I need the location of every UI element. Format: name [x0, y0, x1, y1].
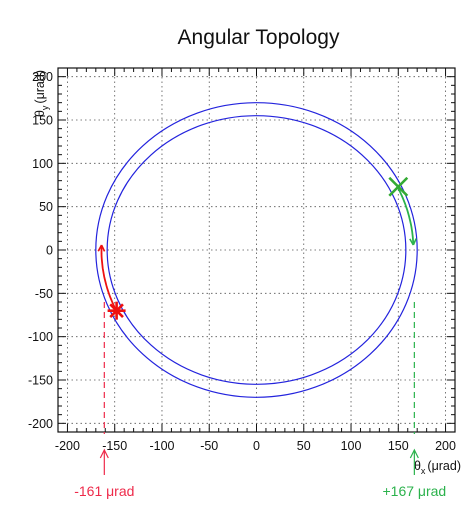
- y-axis-label: θy(μrad): [33, 70, 50, 117]
- motion-arc-arrowhead: [97, 244, 106, 252]
- grid-layer: [58, 68, 455, 432]
- ellipse-series-1: [95, 102, 418, 398]
- motion-arc-2: [395, 184, 415, 246]
- x-axis-label-units: (μrad): [427, 459, 461, 473]
- annotation-label-1: -161 μrad: [74, 483, 134, 499]
- ellipse-series-2: [106, 115, 407, 385]
- x-tick-label: -200: [55, 439, 80, 453]
- y-tick-label: -200: [28, 417, 53, 431]
- annotation-arrow-head: [409, 448, 419, 459]
- y-tick-label: -100: [28, 330, 53, 344]
- x-tick-label: 50: [297, 439, 311, 453]
- annotation-arrow-head: [99, 448, 109, 459]
- series-layer: [95, 102, 418, 398]
- y-axis-label-units: (μrad): [33, 70, 47, 104]
- motion-arc-1: [100, 244, 118, 313]
- y-axis-label-subscript: y: [40, 105, 50, 110]
- y-tick-label: 50: [39, 200, 53, 214]
- marker-layer: [97, 176, 417, 320]
- annotation-layer: -161 μrad +167 μrad: [74, 302, 446, 499]
- y-tick-label: -50: [35, 287, 53, 301]
- svg-text:θx(μrad): θx (μrad): [414, 459, 461, 476]
- x-tick-label: -150: [102, 439, 127, 453]
- x-tick-label: 200: [435, 439, 456, 453]
- x-axis-label: θx (μrad): [414, 459, 461, 476]
- x-tick-label: 150: [388, 439, 409, 453]
- y-axis-label-symbol: θ: [33, 110, 47, 117]
- y-tick-label: -150: [28, 374, 53, 388]
- x-marker: [388, 176, 409, 197]
- x-tick-label: -50: [200, 439, 218, 453]
- y-tick-label: 150: [32, 114, 53, 128]
- plot-frame: [57, 67, 456, 433]
- y-tick-label: 200: [32, 70, 53, 84]
- x-axis-label-subscript: x: [421, 466, 426, 476]
- motion-arc-arrowhead: [409, 238, 417, 246]
- y-tick-label: 0: [46, 244, 53, 258]
- svg-text:θy(μrad): θy(μrad): [33, 70, 50, 117]
- star-marker: [109, 303, 124, 318]
- annotation-label-2: +167 μrad: [382, 483, 446, 499]
- tick-layer: -200 -150 -100 -50 0 50 100 150 200 -200 -150 -100 -…: [28, 67, 456, 453]
- x-tick-label: 0: [253, 439, 260, 453]
- x-tick-label: -100: [149, 439, 174, 453]
- x-axis-label-symbol: θ: [414, 459, 421, 473]
- y-tick-label: 100: [32, 157, 53, 171]
- chart-title: Angular Topology: [178, 26, 340, 49]
- x-tick-label: 100: [341, 439, 362, 453]
